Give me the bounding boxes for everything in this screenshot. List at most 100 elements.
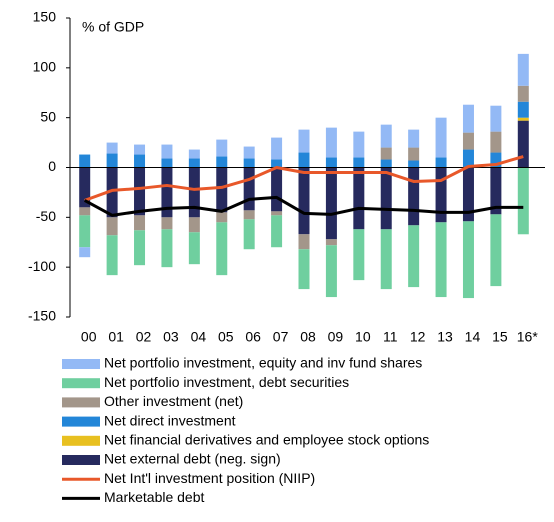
bar [462,149,474,168]
bar [490,131,502,153]
bar [380,229,392,290]
x-tick-label: 15 [492,329,508,345]
bar [435,117,447,158]
x-tick-label: 04 [191,329,207,345]
bar [216,139,228,157]
bar [188,149,200,159]
bar [79,154,91,168]
bar [517,101,529,118]
bar [216,167,228,213]
bar [161,167,173,218]
x-tick-label: 11 [383,329,398,345]
bar [408,147,420,161]
bar [435,157,447,168]
bar [298,167,310,235]
bar [271,211,283,216]
bar [353,167,365,230]
bar [216,222,228,276]
legend-label: Marketable debt [104,489,205,505]
bar [408,225,420,288]
bar [353,157,365,168]
bar [243,167,255,211]
x-tick-label: 06 [245,329,261,345]
x-tick-label: 10 [355,329,371,345]
bar [271,215,283,248]
bar [462,104,474,133]
bar [490,152,502,168]
bar [134,154,146,168]
bar [134,144,146,155]
x-tick-label: 12 [410,329,426,345]
bar [435,167,447,223]
bar [490,214,502,287]
bar [462,167,474,222]
bar [353,229,365,281]
legend-label: Net external debt (neg. sign) [104,451,281,467]
legend-label: Other investment (net) [104,393,243,409]
y-tick-label: -50 [36,208,56,224]
bar [188,158,200,168]
bar [462,221,474,299]
legend-swatch [62,359,100,369]
bar [161,217,173,230]
legend-swatch [62,378,100,389]
bar [325,167,337,240]
bar [106,235,118,276]
bar [408,129,420,148]
bar [298,152,310,168]
bar [408,167,420,226]
bar [298,129,310,153]
bar [298,249,310,290]
y-tick-label: 100 [33,59,57,75]
bar [161,158,173,168]
bar [517,53,529,86]
x-tick-label: 16* [517,329,539,345]
bar [79,215,91,248]
chart-title: % of GDP [82,19,144,35]
bar [435,222,447,298]
bar [134,167,146,216]
bar [106,142,118,154]
bar [188,232,200,265]
legend-swatch [62,397,100,408]
legend-label: Net direct investment [104,412,236,428]
bar [216,156,228,168]
legend-swatch [62,455,100,465]
bar [79,207,91,216]
x-tick-label: 02 [136,329,152,345]
bar [517,85,529,102]
legend-label: Net Int'l investment position (NIIP) [104,470,315,486]
bar [134,230,146,266]
bar [408,160,420,168]
bar [380,167,392,230]
bar [517,117,529,121]
bar [106,217,118,236]
x-tick-label: 13 [437,329,453,345]
bar [380,124,392,148]
bar [271,167,283,212]
x-tick-label: 01 [108,329,124,345]
x-tick-label: 03 [163,329,179,345]
x-tick-label: 14 [465,329,481,345]
bar [79,167,91,208]
x-tick-label: 08 [300,329,316,345]
bar [216,212,228,223]
y-tick-label: -100 [28,258,56,274]
bar [325,127,337,158]
bar [106,167,118,218]
bar [106,153,118,168]
bar [271,159,283,168]
line [83,195,524,217]
x-tick-label: 00 [81,329,97,345]
legend-swatch [62,416,100,427]
bar [517,120,529,168]
bar [298,234,310,250]
bar [243,158,255,168]
bar [243,219,255,250]
bar [490,167,502,215]
legend-swatch [62,435,100,446]
bar [161,144,173,159]
bar [462,132,474,150]
bar [188,167,200,218]
